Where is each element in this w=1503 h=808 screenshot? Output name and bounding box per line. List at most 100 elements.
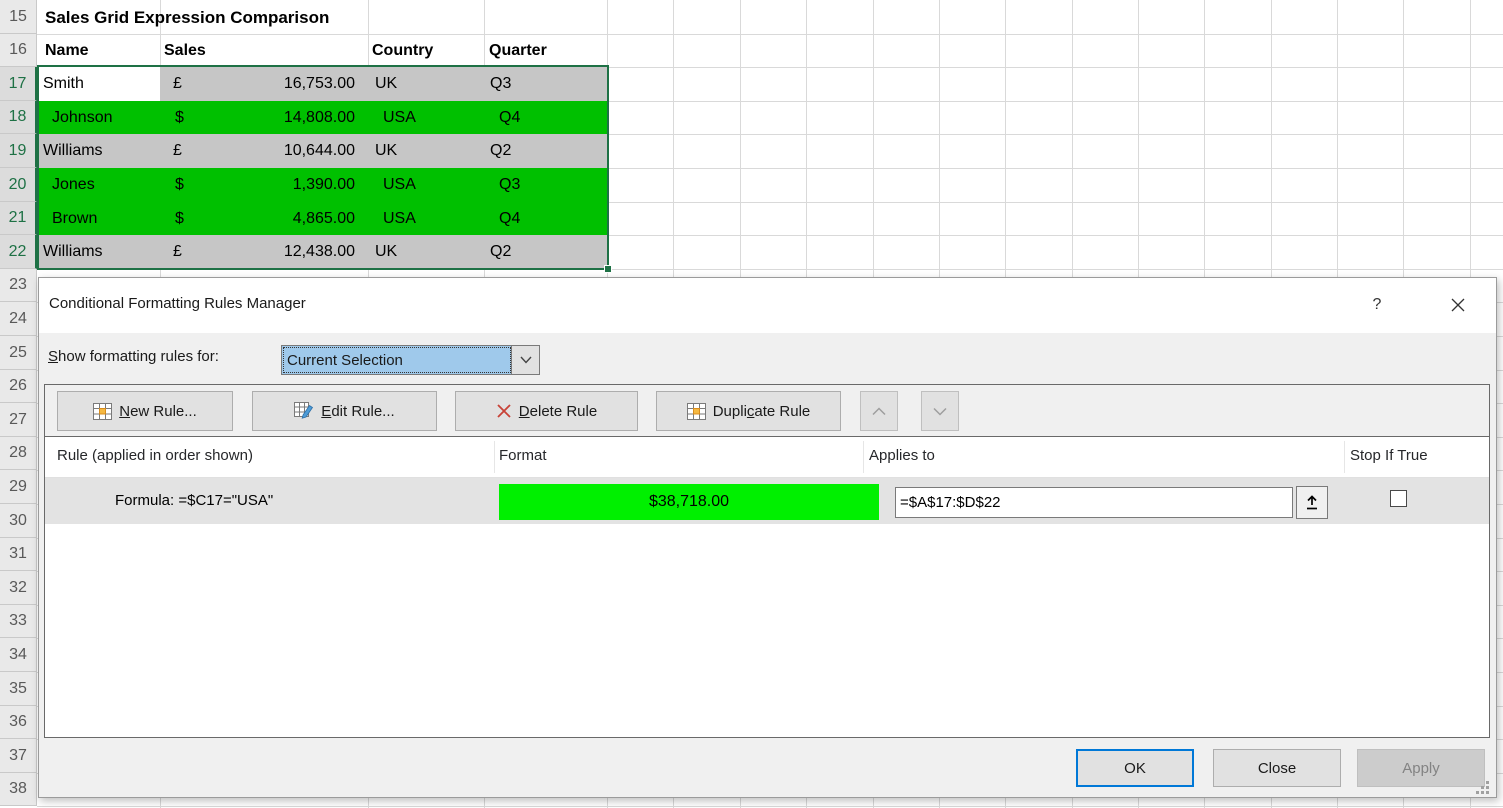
row-header-38[interactable]: 38 (0, 773, 37, 806)
row-header-15[interactable]: 15 (0, 0, 37, 34)
sheet-header-sales[interactable]: Sales (164, 41, 206, 59)
rule-description: Formula: =$C17="USA" (115, 492, 274, 509)
cell-sales[interactable]: £16,753.00 (160, 67, 368, 101)
cell-country[interactable]: USA (368, 202, 484, 236)
gridline (37, 269, 1503, 270)
row-header-19[interactable]: 19 (0, 134, 37, 168)
cell-name[interactable]: Brown (37, 202, 160, 236)
rule-row[interactable]: Formula: =$C17="USA" $38,718.00 (45, 478, 1489, 524)
column-header-applies-to: Applies to (869, 447, 935, 464)
cell-country[interactable]: USA (368, 101, 484, 135)
row-header-34[interactable]: 34 (0, 638, 37, 672)
apply-button[interactable]: Apply (1357, 749, 1485, 787)
row-header-24[interactable]: 24 (0, 302, 37, 336)
sheet-row-22: Williams £12,438.00 UK Q2 (37, 235, 607, 269)
resize-grip[interactable] (1476, 781, 1490, 795)
scope-dropdown[interactable]: Current Selection (281, 345, 540, 375)
row-header-21[interactable]: 21 (0, 202, 37, 235)
gridline (37, 101, 1503, 102)
cell-quarter[interactable]: Q3 (484, 67, 607, 101)
up-arrow-bar-icon (1307, 495, 1317, 510)
rules-toolbar: New Rule... Edit Rule... Delete Rule (45, 385, 1489, 437)
row-header-22[interactable]: 22 (0, 235, 37, 269)
row-header-27[interactable]: 27 (0, 403, 37, 437)
sheet-row-19: Williams £10,644.00 UK Q2 (37, 134, 607, 168)
sheet-row-18: Johnson $14,808.00 USA Q4 (37, 101, 607, 135)
row-header-25[interactable]: 25 (0, 336, 37, 370)
cell-name[interactable]: Williams (37, 134, 160, 168)
sheet-row-20: Jones $1,390.00 USA Q3 (37, 168, 607, 202)
row-header-30[interactable]: 30 (0, 504, 37, 538)
row-header-28[interactable]: 28 (0, 437, 37, 470)
gridline (37, 168, 1503, 169)
cell-quarter[interactable]: Q3 (484, 168, 607, 202)
row-header-26[interactable]: 26 (0, 370, 37, 403)
row-header-18[interactable]: 18 (0, 101, 37, 134)
duplicate-rule-button[interactable]: Duplicate Rule (656, 391, 841, 431)
row-header-16[interactable]: 16 (0, 34, 37, 67)
sheet-title-cell[interactable]: Sales Grid Expression Comparison (45, 8, 330, 27)
move-rule-down-button[interactable] (921, 391, 959, 431)
row-header-32[interactable]: 32 (0, 571, 37, 605)
dialog-title-bar[interactable]: Conditional Formatting Rules Manager ? (39, 278, 1496, 333)
row-header-37[interactable]: 37 (0, 739, 37, 773)
sheet-header-quarter[interactable]: Quarter (489, 41, 547, 59)
format-preview: $38,718.00 (499, 484, 879, 520)
delete-rule-button[interactable]: Delete Rule (455, 391, 638, 431)
chevron-down-icon (933, 407, 947, 416)
cell-name[interactable]: Johnson (37, 101, 160, 135)
new-rule-button[interactable]: New Rule... (57, 391, 233, 431)
cell-quarter[interactable]: Q2 (484, 134, 607, 168)
edit-rule-button[interactable]: Edit Rule... (252, 391, 437, 431)
cell-sales[interactable]: $4,865.00 (160, 202, 368, 236)
cell-country[interactable]: UK (368, 134, 484, 168)
row-header-20[interactable]: 20 (0, 168, 37, 202)
cell-name[interactable]: Jones (37, 168, 160, 202)
cell-country[interactable]: USA (368, 168, 484, 202)
cell-country[interactable]: UK (368, 235, 484, 269)
row-header-36[interactable]: 36 (0, 706, 37, 739)
cell-name[interactable]: Smith (37, 67, 160, 101)
edit-rule-label: Edit Rule... (321, 402, 395, 420)
conditional-formatting-rules-manager-dialog: Conditional Formatting Rules Manager ? S… (38, 277, 1497, 798)
cell-sales[interactable]: $1,390.00 (160, 168, 368, 202)
stop-if-true-checkbox[interactable] (1390, 490, 1407, 507)
gridline (37, 34, 1503, 35)
move-rule-up-button[interactable] (860, 391, 898, 431)
gridline (37, 806, 1503, 807)
rules-list-frame: New Rule... Edit Rule... Delete Rule (44, 384, 1490, 738)
gridline (37, 202, 1503, 203)
column-header-rule: Rule (applied in order shown) (57, 447, 253, 464)
cell-country[interactable]: UK (368, 67, 484, 101)
sheet-header-country[interactable]: Country (372, 41, 434, 59)
sheet-header-name[interactable]: Name (45, 41, 89, 59)
help-icon[interactable]: ? (1372, 296, 1382, 313)
cell-quarter[interactable]: Q4 (484, 101, 607, 135)
row-header-35[interactable]: 35 (0, 672, 37, 706)
close-button[interactable]: Close (1213, 749, 1341, 787)
row-header-29[interactable]: 29 (0, 470, 37, 504)
cell-sales[interactable]: $14,808.00 (160, 101, 368, 135)
chevron-down-icon[interactable] (512, 346, 539, 374)
cell-name[interactable]: Williams (37, 235, 160, 269)
rules-table-header: Rule (applied in order shown) Format App… (45, 437, 1489, 478)
edit-pencil-icon (294, 402, 314, 419)
row-header-23[interactable]: 23 (0, 269, 37, 302)
cell-quarter[interactable]: Q2 (484, 235, 607, 269)
collapse-dialog-range-picker-button[interactable] (1296, 486, 1328, 519)
row-header-31[interactable]: 31 (0, 538, 37, 571)
show-formatting-rules-label: Show formatting rules for: (48, 348, 219, 365)
cell-sales[interactable]: £12,438.00 (160, 235, 368, 269)
row-header-17[interactable]: 17 (0, 67, 37, 101)
close-icon[interactable] (1443, 291, 1473, 319)
delete-rule-label: Delete Rule (518, 402, 598, 420)
cell-sales[interactable]: £10,644.00 (160, 134, 368, 168)
ok-button[interactable]: OK (1076, 749, 1194, 787)
applies-to-input[interactable] (895, 487, 1293, 518)
table-grid-icon (686, 402, 706, 420)
gridline (37, 134, 1503, 135)
red-x-icon (497, 404, 511, 418)
column-header-format: Format (499, 447, 547, 464)
cell-quarter[interactable]: Q4 (484, 202, 607, 236)
row-header-33[interactable]: 33 (0, 605, 37, 638)
